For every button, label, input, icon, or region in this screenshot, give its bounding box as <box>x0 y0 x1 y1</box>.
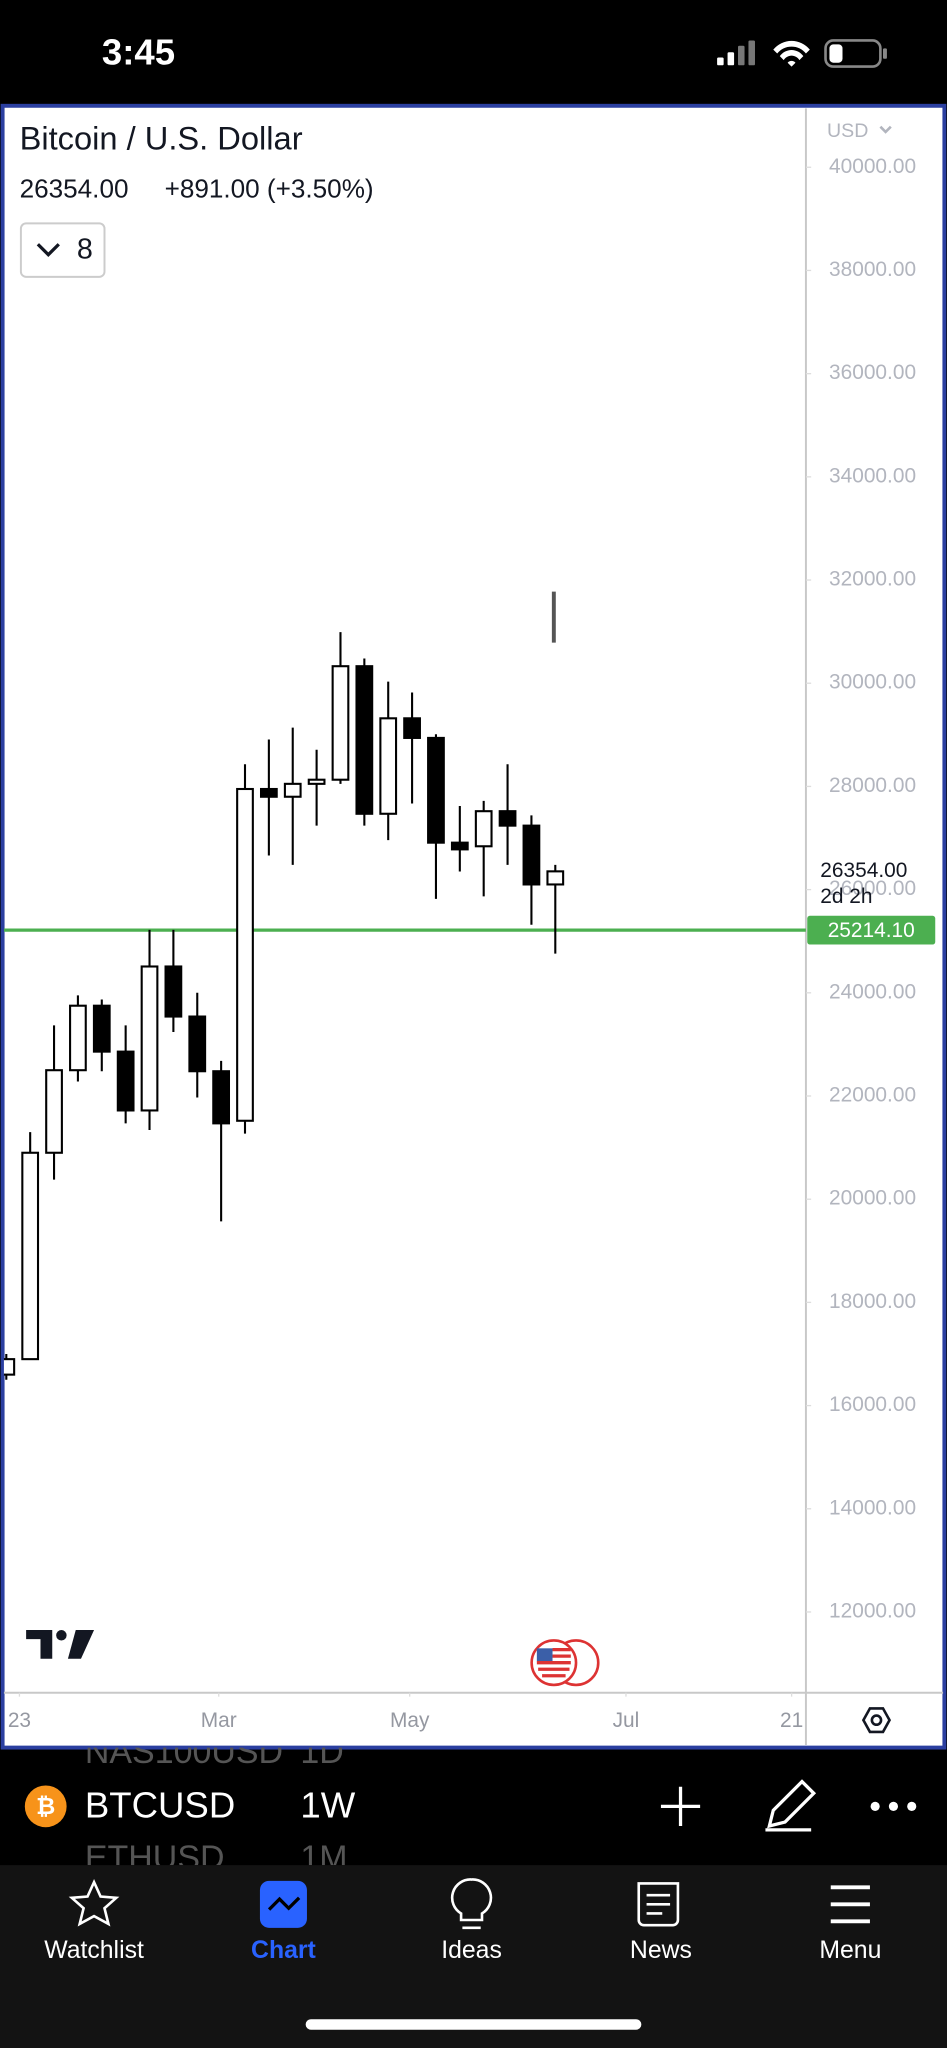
prev-symbol[interactable]: NAS100USD <box>85 1733 283 1771</box>
chart-frame <box>0 103 947 1750</box>
y-tick-label: 32000.00 <box>829 568 916 591</box>
candle-body <box>307 778 326 785</box>
candle-body <box>45 1069 63 1154</box>
y-tick-label: 26000.00 <box>829 877 916 900</box>
candle-body <box>427 736 445 844</box>
currency-chevron <box>879 125 892 134</box>
price: 26354.00 <box>20 174 129 204</box>
symbol-bar: NAS100USD 1D ETHUSD 1M <box>85 1733 348 1877</box>
candle-body <box>21 1151 40 1361</box>
price-change: +891.00 (+3.50%) <box>165 174 374 204</box>
currency-select[interactable]: USD <box>827 120 868 142</box>
candle-body <box>283 782 302 798</box>
settings-icon-dot <box>870 1714 883 1727</box>
next-symbol[interactable]: ETHUSD <box>85 1839 225 1877</box>
candle-body <box>259 787 278 798</box>
ideas-icon <box>450 1878 493 1930</box>
nav-label[interactable]: Chart <box>251 1937 316 1964</box>
candle-body <box>116 1050 135 1112</box>
alert-label: 25214.10 <box>828 919 915 942</box>
candle-body <box>450 841 469 851</box>
btc-icon-glyph: ₿ <box>36 1793 55 1819</box>
nav-bar <box>0 1865 947 2048</box>
candle-body <box>546 870 565 886</box>
event-flags[interactable] <box>530 1639 600 1687</box>
x-tick-label: 21 <box>780 1709 803 1732</box>
add-button[interactable] <box>660 1786 701 1826</box>
y-tick-label: 24000.00 <box>829 980 916 1003</box>
candle-body <box>355 665 374 815</box>
y-tick-label: 12000.00 <box>829 1599 916 1622</box>
candle-body <box>212 1070 231 1125</box>
menu-icon <box>830 1885 870 1924</box>
y-tick-label: 36000.00 <box>829 361 916 384</box>
interval[interactable]: 1W <box>300 1784 355 1825</box>
candle-body <box>92 1004 111 1053</box>
x-tick-label: Mar <box>201 1709 237 1732</box>
news-icon <box>637 1882 680 1927</box>
alert-label-bg <box>807 915 936 945</box>
x-tick-label: May <box>390 1709 430 1732</box>
candle-body <box>3 1358 16 1376</box>
status-icons <box>717 39 887 68</box>
status-time: 3:45 <box>102 32 175 73</box>
candle-body <box>69 1004 87 1072</box>
home-indicator <box>305 2019 642 2030</box>
symbol[interactable]: BTCUSD <box>85 1784 235 1825</box>
nav-label[interactable]: Menu <box>819 1937 881 1964</box>
candle-body <box>236 787 254 1122</box>
y-tick-label: 38000.00 <box>829 258 916 281</box>
y-tick-label: 14000.00 <box>829 1496 916 1519</box>
candle-body <box>188 1015 207 1073</box>
nav-items <box>68 1878 870 1930</box>
chart-title: Bitcoin / U.S. Dollar <box>20 120 303 157</box>
candle-body <box>331 665 350 781</box>
y-tick-label: 22000.00 <box>829 1084 916 1107</box>
last-price-label: 26354.00 <box>820 859 907 882</box>
indicators-count[interactable]: 8 <box>77 233 93 265</box>
nav-label[interactable]: Ideas <box>441 1937 502 1964</box>
settings-icon[interactable] <box>861 1707 892 1734</box>
plot-area <box>3 632 806 1380</box>
prev-interval[interactable]: 1D <box>300 1733 343 1771</box>
tv-logo <box>26 1630 95 1659</box>
candle-body <box>164 965 183 1018</box>
y-tick-label: 16000.00 <box>829 1393 916 1416</box>
nav-label[interactable]: News <box>630 1937 692 1964</box>
candle-body <box>379 717 398 815</box>
y-tick-label: 20000.00 <box>829 1187 916 1210</box>
watchlist-icon <box>68 1878 120 1927</box>
y-tick-label: 18000.00 <box>829 1290 916 1313</box>
candle-body <box>498 810 517 827</box>
chevron-icon <box>36 243 60 258</box>
nav-label[interactable]: Watchlist <box>44 1937 144 1964</box>
candle-body <box>474 810 493 848</box>
candle-body <box>140 965 159 1112</box>
chart-icon-line <box>267 1896 301 1911</box>
candle-body <box>403 717 421 739</box>
indicators-button[interactable] <box>19 222 106 278</box>
countdown: 2d 2h <box>820 885 872 908</box>
x-tick-label: Jul <box>613 1709 640 1732</box>
y-tick-label: 28000.00 <box>829 774 916 797</box>
y-tick-label: 40000.00 <box>829 155 916 178</box>
next-interval[interactable]: 1M <box>300 1839 347 1877</box>
draw-button[interactable] <box>765 1779 817 1832</box>
candle-body <box>522 824 541 886</box>
y-tick-label: 34000.00 <box>829 464 916 487</box>
y-tick-label: 30000.00 <box>829 671 916 694</box>
more-button[interactable] <box>870 1801 917 1811</box>
btc-icon <box>24 1785 67 1828</box>
x-tick-label: 23 <box>8 1709 31 1732</box>
